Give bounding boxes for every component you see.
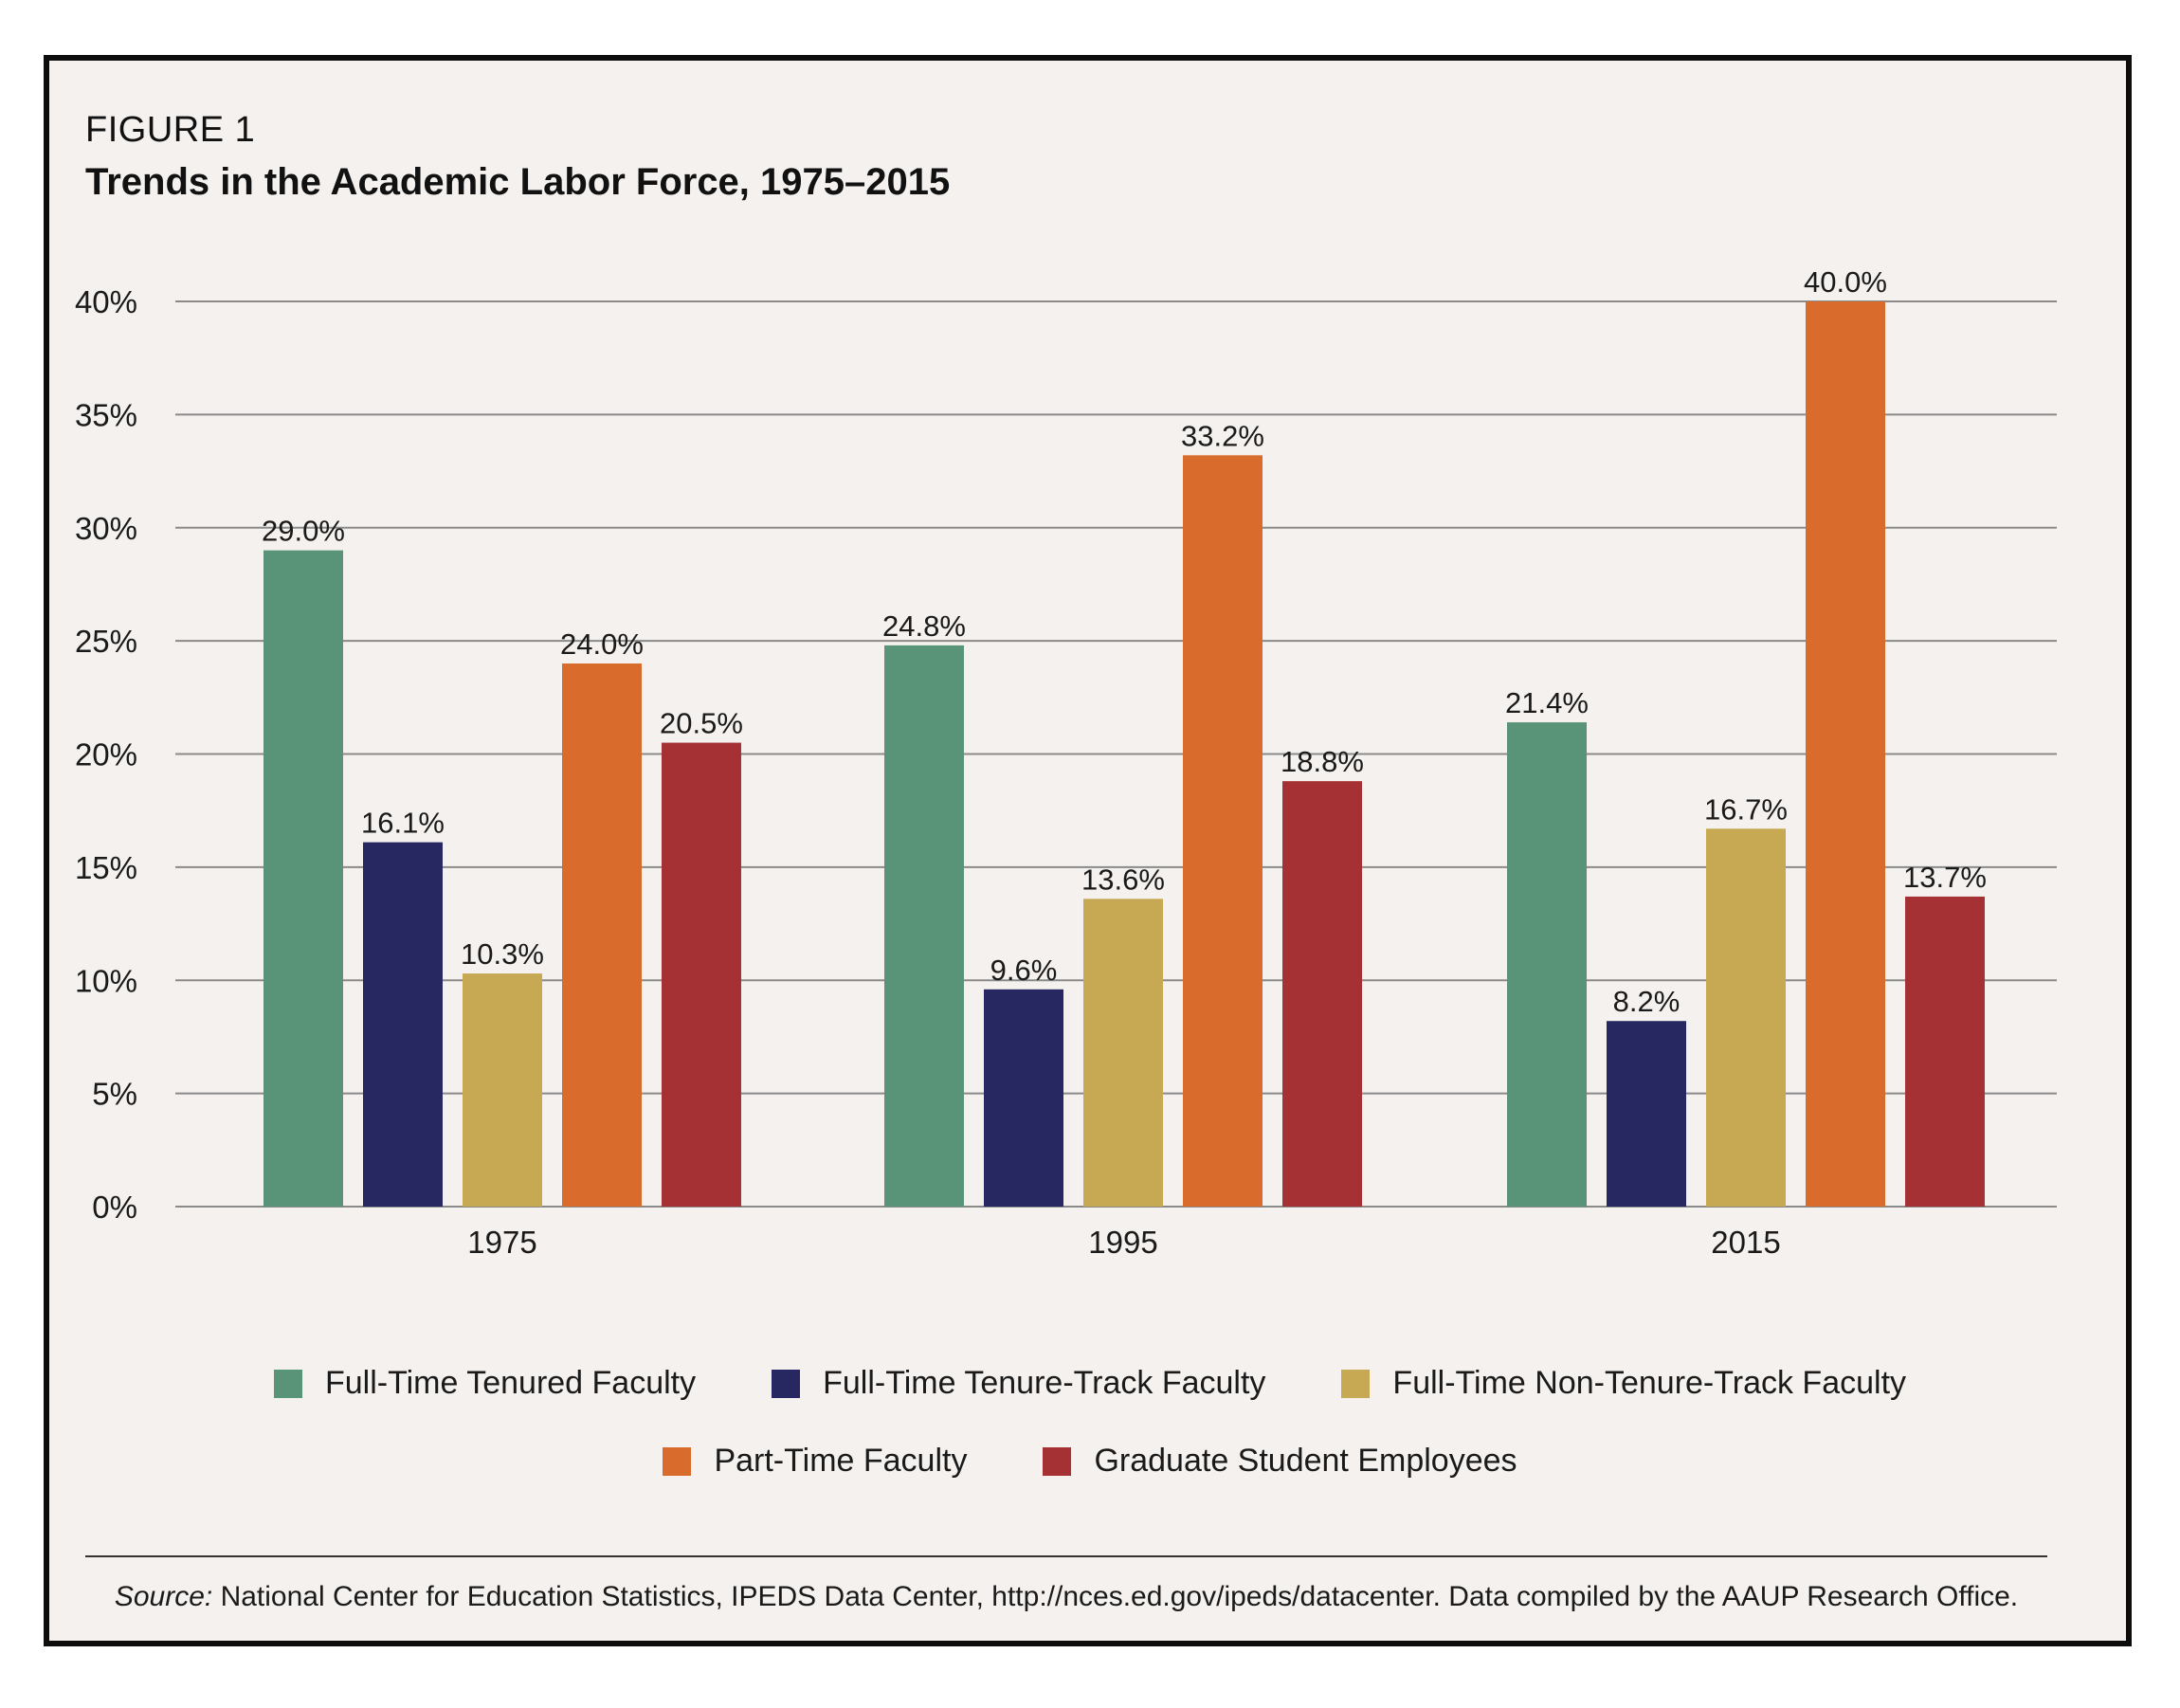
legend-label: Part-Time Faculty bbox=[714, 1443, 968, 1479]
y-tick-label: 0% bbox=[92, 1190, 137, 1225]
bar-chart: 0% 5% 10% 15% 20% 25% 30% 35% 40% 29.0% 16.1% 10.3%… bbox=[75, 265, 2057, 1260]
legend-label: Graduate Student Employees bbox=[1094, 1443, 1517, 1479]
source-prefix: Source: bbox=[114, 1581, 213, 1612]
legend-item: Full-Time Non-Tenure-Track Faculty bbox=[1341, 1365, 1906, 1402]
bar bbox=[984, 989, 1063, 1207]
y-tick-label: 20% bbox=[75, 737, 137, 772]
y-tick-label: 35% bbox=[75, 397, 137, 432]
legend-swatch bbox=[1341, 1369, 1371, 1398]
legend-label: Full-Time Non-Tenure-Track Faculty bbox=[1392, 1365, 1907, 1401]
data-label: 16.7% bbox=[1704, 792, 1788, 826]
source-note: Source: National Center for Education St… bbox=[85, 1581, 2047, 1613]
legend-swatch bbox=[772, 1369, 801, 1398]
figure-label: FIGURE 1 bbox=[85, 110, 256, 150]
bar bbox=[562, 663, 642, 1207]
y-tick-label: 5% bbox=[92, 1077, 137, 1112]
bar bbox=[1607, 1021, 1686, 1207]
divider-rule bbox=[85, 1555, 2047, 1557]
chart-title: Trends in the Academic Labor Force, 1975… bbox=[85, 161, 951, 203]
data-label: 20.5% bbox=[660, 707, 743, 740]
legend-label: Full-Time Tenure-Track Faculty bbox=[823, 1365, 1266, 1401]
legend-swatch bbox=[1043, 1446, 1072, 1476]
legend-item: Graduate Student Employees bbox=[1043, 1443, 1517, 1480]
data-label: 29.0% bbox=[262, 515, 345, 548]
bar bbox=[263, 550, 343, 1207]
data-label: 24.8% bbox=[882, 609, 966, 643]
y-tick-label: 40% bbox=[75, 284, 137, 319]
bar bbox=[363, 842, 443, 1207]
legend-label: Full-Time Tenured Faculty bbox=[324, 1365, 697, 1401]
bar bbox=[1083, 899, 1163, 1207]
data-label: 13.7% bbox=[1903, 861, 1987, 894]
data-label: 9.6% bbox=[990, 954, 1058, 987]
bar bbox=[1183, 455, 1263, 1208]
data-label: 10.3% bbox=[461, 937, 544, 971]
legend-swatch bbox=[273, 1369, 302, 1398]
bar bbox=[1507, 722, 1587, 1207]
data-label: 18.8% bbox=[1281, 745, 1364, 778]
x-tick-label: 1995 bbox=[1088, 1225, 1157, 1260]
x-tick-label: 1975 bbox=[467, 1225, 536, 1260]
data-label: 33.2% bbox=[1181, 419, 1264, 452]
data-label: 13.6% bbox=[1081, 863, 1165, 896]
legend-swatch bbox=[663, 1446, 692, 1476]
data-label: 24.0% bbox=[560, 627, 644, 661]
data-label: 16.1% bbox=[361, 807, 445, 840]
data-label: 8.2% bbox=[1613, 985, 1680, 1018]
data-label: 40.0% bbox=[1804, 265, 1887, 299]
y-tick-label: 10% bbox=[75, 963, 137, 998]
legend-row-1: Full-Time Tenured Faculty Full-Time Tenur… bbox=[0, 1365, 2180, 1402]
y-tick-label: 25% bbox=[75, 624, 137, 659]
bar bbox=[1905, 896, 1985, 1207]
legend-row-2: Part-Time Faculty Graduate Student Employ… bbox=[0, 1443, 2180, 1480]
bar bbox=[1282, 781, 1362, 1207]
source-text: National Center for Education Statistics… bbox=[212, 1581, 2019, 1612]
legend-item: Full-Time Tenured Faculty bbox=[273, 1365, 697, 1402]
bar bbox=[463, 973, 542, 1207]
y-tick-label: 30% bbox=[75, 511, 137, 546]
y-tick-label: 15% bbox=[75, 850, 137, 885]
legend-item: Full-Time Tenure-Track Faculty bbox=[772, 1365, 1265, 1402]
legend-item: Part-Time Faculty bbox=[663, 1443, 967, 1480]
data-label: 21.4% bbox=[1505, 686, 1589, 719]
x-tick-label: 2015 bbox=[1711, 1225, 1780, 1260]
bar bbox=[1806, 301, 1885, 1207]
bar bbox=[884, 645, 964, 1207]
bar bbox=[662, 742, 741, 1207]
bar bbox=[1706, 828, 1786, 1207]
